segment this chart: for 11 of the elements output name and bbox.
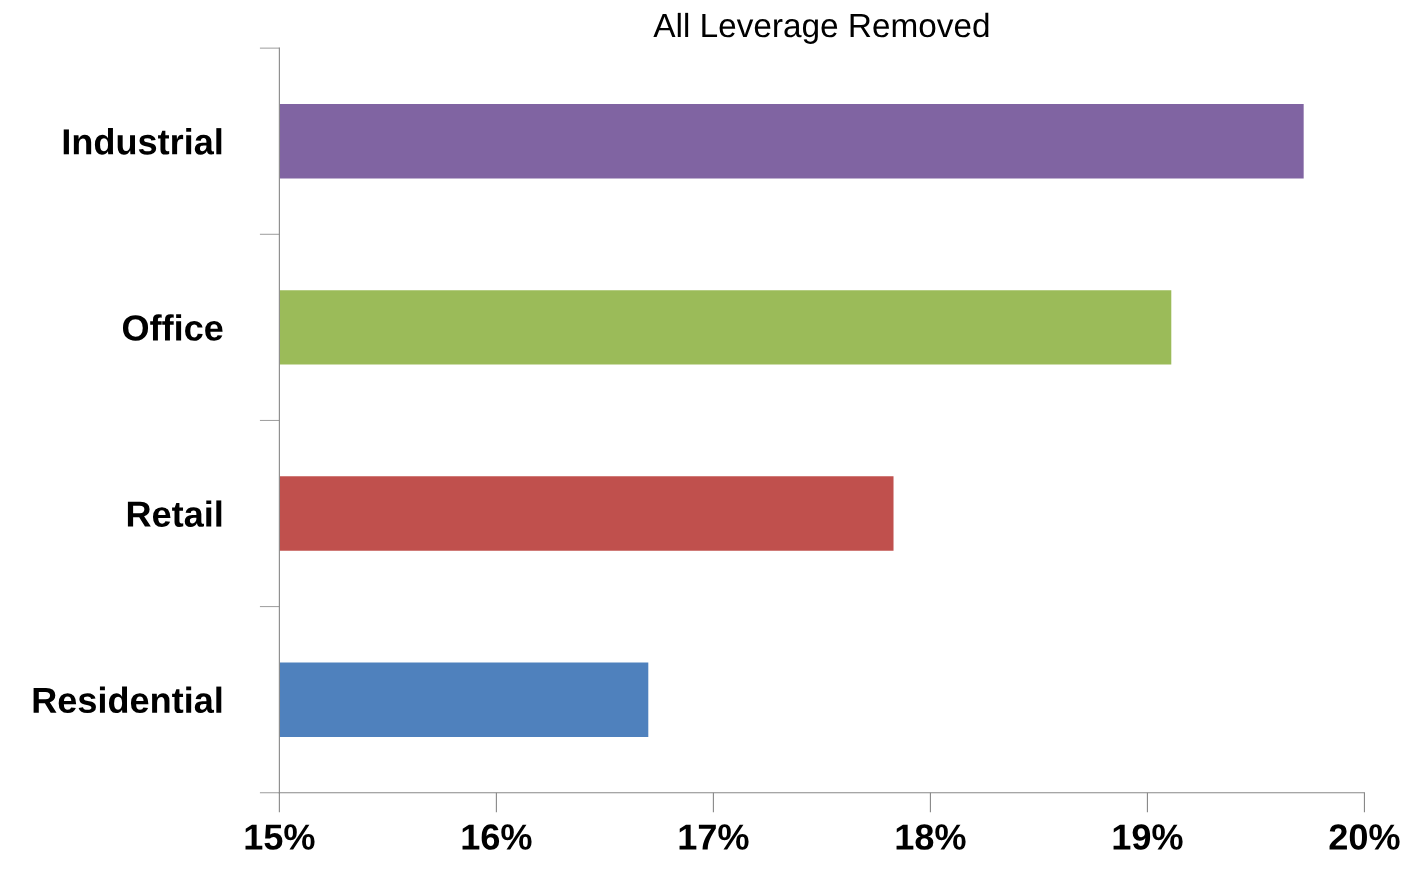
x-tick-label: 17% xyxy=(679,824,749,850)
x-tick-label: 18% xyxy=(896,824,966,850)
y-tick-label: Industrial xyxy=(63,128,222,155)
y-tick-label: Office xyxy=(122,314,223,341)
y-tick-label: Residential xyxy=(33,686,222,714)
x-tick-label: 15% xyxy=(245,824,315,850)
chart-title: All Leverage Removed xyxy=(653,12,989,44)
y-tick-label: Retail xyxy=(127,500,222,527)
x-tick-label: 19% xyxy=(1113,824,1183,850)
x-tick-label: 16% xyxy=(462,824,532,850)
x-tick-label: 20% xyxy=(1329,824,1400,850)
